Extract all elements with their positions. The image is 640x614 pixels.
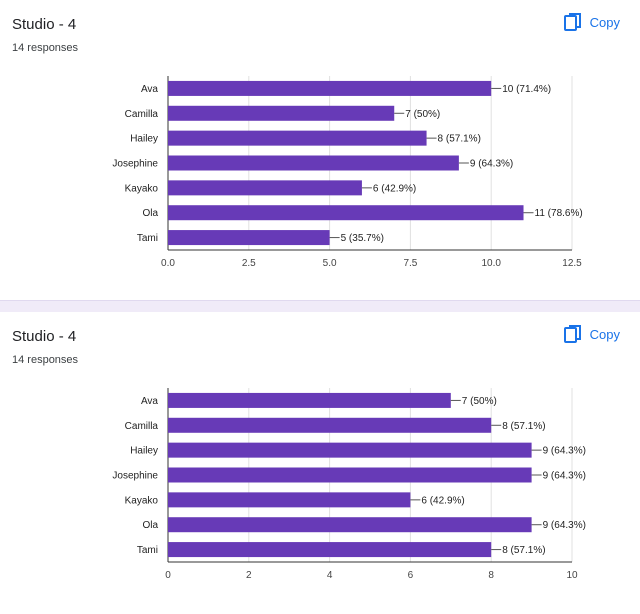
data-label: 10 (71.4%) xyxy=(502,84,551,95)
category-label: Kayako xyxy=(125,183,159,194)
copy-button[interactable]: Copy xyxy=(563,324,620,344)
data-label: 9 (64.3%) xyxy=(543,471,586,482)
data-label: 9 (64.3%) xyxy=(543,446,586,457)
copy-icon xyxy=(563,12,582,32)
data-label: 8 (57.1%) xyxy=(502,421,545,432)
card-separator xyxy=(0,300,640,312)
data-label: 9 (64.3%) xyxy=(470,159,513,170)
x-tick-label: 2.5 xyxy=(242,258,256,269)
bar xyxy=(168,542,492,558)
data-label: 8 (57.1%) xyxy=(438,134,481,145)
response-card-1: Studio - 4 14 responses Copy 0.0 2.5 5.0 7.… xyxy=(0,0,640,300)
category-label: Tami xyxy=(137,545,158,556)
x-tick-label: 0.0 xyxy=(161,258,175,269)
bar xyxy=(168,392,451,408)
copy-button[interactable]: Copy xyxy=(563,12,620,32)
response-count: 14 responses xyxy=(12,354,79,366)
bar xyxy=(168,517,532,533)
x-tick-label: 12.5 xyxy=(562,258,582,269)
question-title: Studio - 4 xyxy=(12,328,77,345)
data-label: 6 (42.9%) xyxy=(421,495,464,506)
bar xyxy=(168,467,532,483)
category-label: Hailey xyxy=(130,134,158,145)
data-label: 7 (50%) xyxy=(462,396,497,407)
response-card-2: Studio - 4 14 responses Copy 0 2 4 6 8 10 Ava 7… xyxy=(0,312,640,614)
bar xyxy=(168,180,362,196)
data-label: 11 (78.6%) xyxy=(535,208,583,219)
question-title: Studio - 4 xyxy=(12,16,77,33)
copy-icon xyxy=(563,324,582,344)
data-label: 9 (64.3%) xyxy=(543,520,586,531)
bar xyxy=(168,80,492,96)
data-label: 7 (50%) xyxy=(405,109,440,120)
category-label: Hailey xyxy=(130,446,158,457)
bar-chart: 0 2 4 6 8 10 Ava 7 (50%) Camilla 8 (57.1%) Hailey 9… xyxy=(112,388,586,581)
x-tick-label: 2 xyxy=(246,570,252,581)
category-label: Ava xyxy=(141,84,158,95)
category-label: Camilla xyxy=(125,109,159,120)
x-tick-label: 0 xyxy=(165,570,171,581)
bar xyxy=(168,442,532,458)
bar xyxy=(168,105,395,121)
category-label: Camilla xyxy=(125,421,159,432)
bar xyxy=(168,492,411,508)
copy-label: Copy xyxy=(589,14,620,30)
bar xyxy=(168,155,459,171)
data-label: 5 (35.7%) xyxy=(341,233,384,244)
category-label: Ola xyxy=(142,208,158,219)
x-tick-label: 7.5 xyxy=(403,258,417,269)
bar xyxy=(168,130,427,146)
copy-label: Copy xyxy=(589,326,620,342)
bar-chart: 0.0 2.5 5.0 7.5 10.0 12.5 Ava 10 (71.4%) Camilla… xyxy=(112,76,583,269)
x-tick-label: 5.0 xyxy=(323,258,337,269)
x-tick-label: 4 xyxy=(327,570,333,581)
response-count: 14 responses xyxy=(12,42,79,54)
data-label: 6 (42.9%) xyxy=(373,183,416,194)
bar xyxy=(168,205,524,221)
x-tick-label: 10 xyxy=(566,570,578,581)
category-label: Ava xyxy=(141,396,158,407)
category-label: Kayako xyxy=(125,495,159,506)
category-label: Tami xyxy=(137,233,158,244)
data-label: 8 (57.1%) xyxy=(502,545,545,556)
x-tick-label: 6 xyxy=(408,570,414,581)
category-label: Josephine xyxy=(112,159,158,170)
bar xyxy=(168,417,492,433)
bar xyxy=(168,230,330,246)
x-tick-label: 10.0 xyxy=(481,258,501,269)
category-label: Josephine xyxy=(112,471,158,482)
category-label: Ola xyxy=(142,520,158,531)
x-tick-label: 8 xyxy=(488,570,494,581)
